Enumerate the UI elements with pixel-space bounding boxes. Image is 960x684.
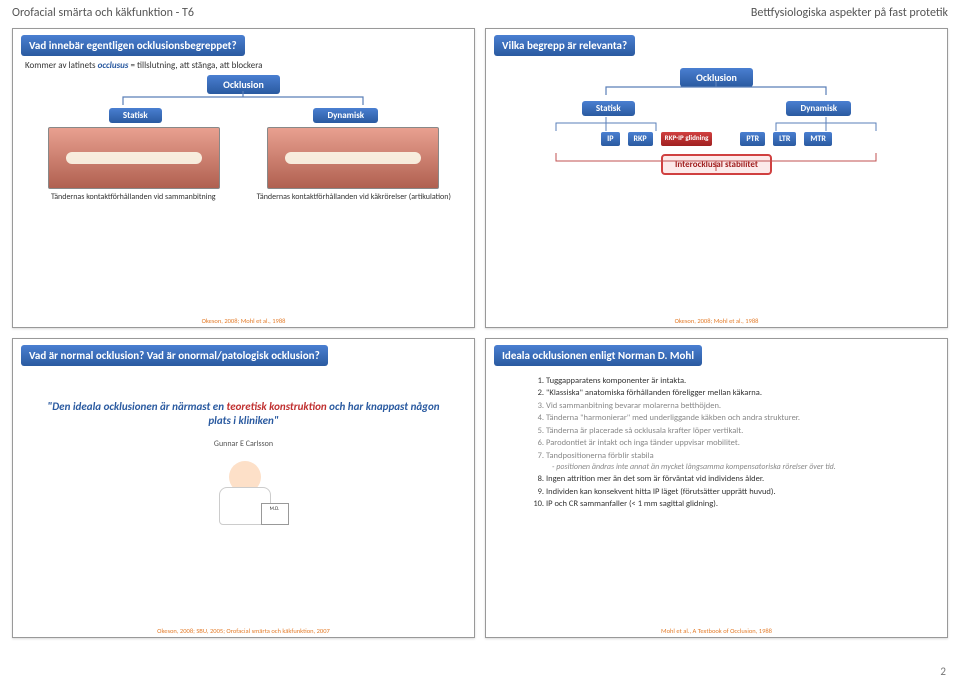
page-number: 2 (940, 665, 946, 678)
mohl-list: Tuggapparatens komponenter är intakta."K… (506, 376, 933, 510)
mohl-item-7: Tandpositionerna förblir stabila- positi… (546, 451, 933, 473)
mohl-item-10: IP och CR sammanfaller (< 1 mm sagittal … (546, 499, 933, 510)
doctor-cartoon-icon: M.D. (199, 457, 289, 527)
mohl-item-3: Vid sammanbitning bevarar molarerna bett… (546, 401, 933, 412)
slide1-photos (25, 127, 462, 189)
slide2-title: Vilka begrepp är relevanta? (494, 35, 635, 56)
slide1-cite: Okeson, 2008; Mohl et al., 1988 (13, 317, 474, 325)
slide-grid: Vad innebär egentligen ocklusionsbegrepp… (0, 22, 960, 650)
stability-box: Interocklusal stabilitet (661, 154, 772, 175)
slide-1: Vad innebär egentligen ocklusionsbegrepp… (12, 28, 475, 328)
slide4-cite: Mohl et al., A Textbook of Occlusion, 19… (486, 627, 947, 635)
slide3-quote: "Den ideala ocklusionen är närmast en te… (43, 400, 444, 429)
mohl-item-6: Parodontiet är intakt och inga tänder up… (546, 438, 933, 449)
header-right: Bettfysiologiska aspekter på fast protet… (751, 6, 948, 20)
teeth-photo-static (48, 127, 220, 189)
slide3-author: Gunnar E Carlsson (13, 439, 474, 449)
slide3-title: Vad är normal ocklusion? Vad är onormal/… (21, 345, 328, 366)
slide1-root: Ocklusion (207, 75, 280, 94)
page-header: Orofacial smärta och käkfunktion - T6 Be… (0, 0, 960, 22)
slide2-root: Ocklusion (680, 68, 753, 87)
slide-3: Vad är normal ocklusion? Vad är onormal/… (12, 338, 475, 638)
slide-2: Vilka begrepp är relevanta? Ocklusion St… (485, 28, 948, 328)
mohl-item-4: Tänderna "harmonierar" med underliggande… (546, 413, 933, 424)
slide1-title: Vad innebär egentligen ocklusionsbegrepp… (21, 35, 245, 56)
slide1-level2: Statisk Dynamisk (33, 108, 454, 123)
header-left: Orofacial smärta och käkfunktion - T6 (12, 6, 194, 20)
mohl-item-2: "Klassiska" anatomiska förhållanden före… (546, 388, 933, 399)
slide1-captions: Tändernas kontaktförhållanden vid samman… (23, 193, 464, 202)
slide2-leaves: IP RKP RKP-IP glidning PTR LTR MTR (496, 132, 937, 146)
slide2-cite: Okeson, 2008; Mohl et al., 1988 (486, 317, 947, 325)
mohl-item-5: Tänderna är placerade så ocklusala kraft… (546, 426, 933, 437)
slide4-title: Ideala ocklusionen enligt Norman D. Mohl (494, 345, 702, 366)
slide1-subtitle: Kommer av latinets occlusus = tillslutni… (25, 60, 462, 71)
mohl-item-9: Individen kan konsekvent hitta IP läget … (546, 487, 933, 498)
mohl-item-1: Tuggapparatens komponenter är intakta. (546, 376, 933, 387)
teeth-photo-dynamic (267, 127, 439, 189)
slide-4: Ideala ocklusionen enligt Norman D. Mohl… (485, 338, 948, 638)
slide2-level2: Statisk Dynamisk (506, 101, 927, 116)
mohl-item-8: Ingen attrition mer än det som är förvän… (546, 474, 933, 485)
slide3-cite: Okeson, 2008; SBU, 2005; Orofacial smärt… (13, 627, 474, 635)
